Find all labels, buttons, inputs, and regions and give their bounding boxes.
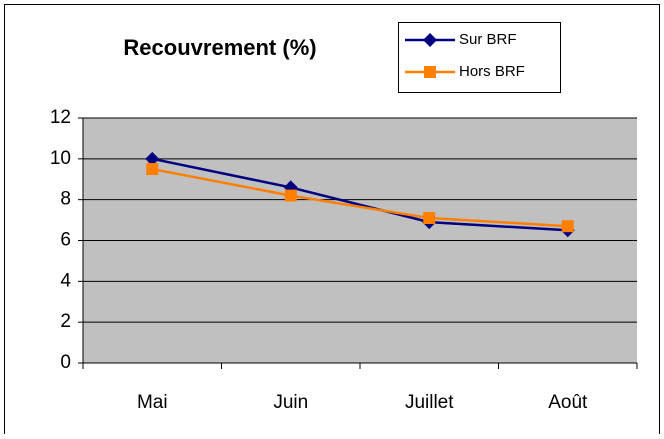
y-tick-label: 2 xyxy=(60,311,71,332)
legend-marker xyxy=(423,33,437,47)
y-tick-label: 4 xyxy=(60,270,71,291)
series-line xyxy=(152,167,568,228)
data-point xyxy=(146,163,159,176)
legend-box xyxy=(398,22,561,93)
y-tick-label: 12 xyxy=(50,107,71,128)
y-tick-label: 0 xyxy=(60,352,71,373)
x-tick-label: Juillet xyxy=(405,392,454,413)
y-tick-label: 10 xyxy=(50,148,71,169)
data-point xyxy=(561,220,574,233)
data-point xyxy=(423,212,436,225)
series-line xyxy=(151,157,568,232)
x-tick-label: Août xyxy=(548,392,588,413)
y-tick-label: 8 xyxy=(60,189,71,210)
y-tick-label: 6 xyxy=(60,230,71,251)
data-point xyxy=(284,189,297,202)
data-point xyxy=(145,151,160,166)
chart-title: Recouvrement (%) xyxy=(123,35,316,60)
legend-label: Hors BRF xyxy=(459,63,525,80)
x-tick-label: Mai xyxy=(137,392,168,413)
legend-label: Sur BRF xyxy=(459,31,517,48)
legend-marker xyxy=(424,66,436,78)
x-tick-label: Juin xyxy=(273,392,308,413)
